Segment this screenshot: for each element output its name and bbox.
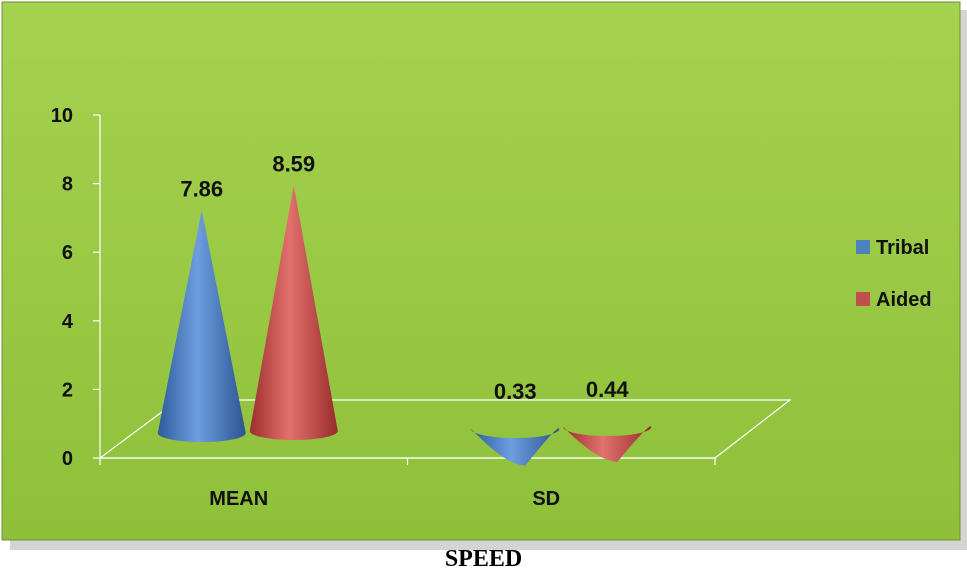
chart-caption: SPEED (444, 546, 523, 572)
chart-svg: 0 2 4 6 8 10 MEAN SD 7.86 8.59 0.33 0.44 Tribal Aid… (1, 1, 967, 550)
y-tick-label: 6 (62, 242, 73, 264)
y-tick-label: 0 (62, 448, 73, 470)
cone-tribal-mean (157, 210, 246, 442)
y-tick-label: 4 (62, 311, 74, 333)
cone-aided-sd (563, 426, 652, 462)
y-tick-label: 2 (62, 379, 73, 401)
x-tick-label: MEAN (209, 488, 268, 510)
x-tick-label: SD (532, 488, 560, 510)
legend-label-tribal: Tribal (876, 237, 929, 259)
legend-label-aided: Aided (876, 289, 932, 311)
y-tick-label: 10 (51, 105, 73, 127)
y-tick-label: 8 (62, 174, 73, 196)
data-label: 0.44 (586, 377, 630, 402)
legend-swatch-tribal (856, 240, 870, 254)
cone-tribal-sd (471, 428, 560, 466)
chart-background (1, 1, 961, 541)
cone-aided-mean (249, 185, 338, 440)
data-label: 7.86 (180, 176, 223, 201)
legend: Tribal Aided (856, 237, 932, 311)
legend-swatch-aided (856, 292, 870, 306)
data-label: 8.59 (272, 151, 315, 176)
data-label: 0.33 (494, 379, 537, 404)
